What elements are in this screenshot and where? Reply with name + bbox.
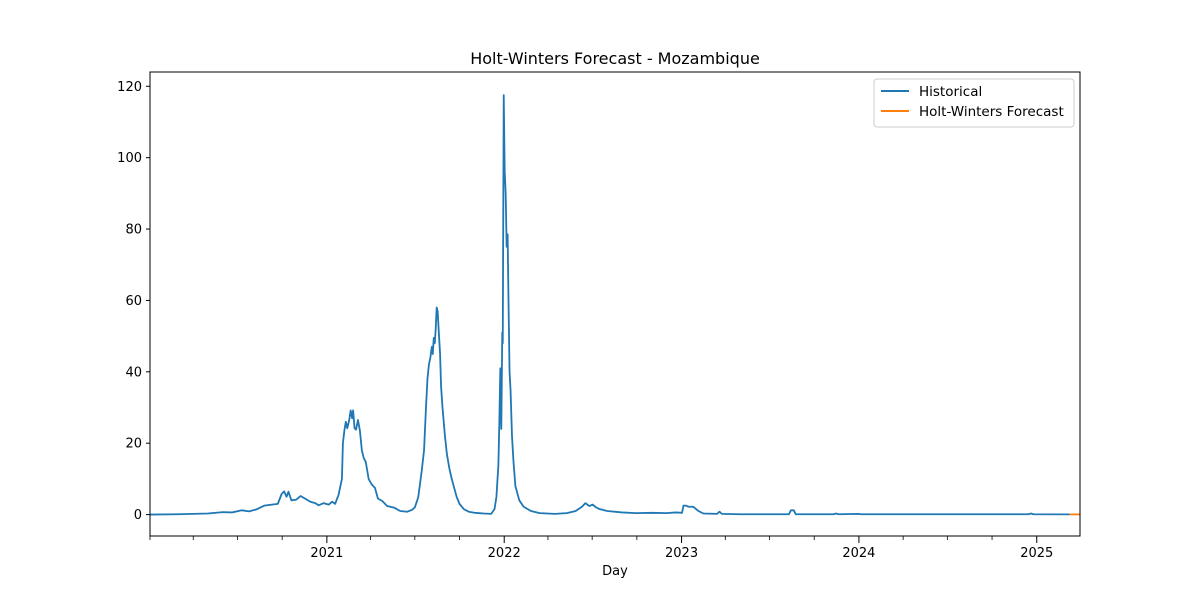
legend-label-1: Holt-Winters Forecast bbox=[919, 104, 1064, 120]
y-tick-label: 20 bbox=[125, 437, 142, 452]
y-tick-label: 60 bbox=[125, 294, 142, 309]
series-line-0 bbox=[149, 94, 1070, 516]
y-axis: 0 20 40 60 80 100 120 bbox=[117, 80, 150, 523]
y-tick-label: 120 bbox=[117, 80, 142, 95]
x-tick-label: 2025 bbox=[1020, 546, 1053, 561]
legend-box bbox=[873, 78, 1075, 128]
x-tick-label: 2023 bbox=[665, 546, 698, 561]
x-tick-label: 2024 bbox=[842, 546, 875, 561]
y-tick-label: 40 bbox=[125, 365, 142, 380]
x-axis-label: Day bbox=[602, 564, 628, 579]
series-layer bbox=[149, 94, 1080, 516]
y-tick-label: 80 bbox=[125, 223, 142, 238]
plot-frame bbox=[149, 71, 1081, 537]
y-tick-label: 0 bbox=[134, 508, 142, 523]
y-tick-label: 100 bbox=[117, 151, 142, 166]
x-axis: 2021 2022 2023 2024 2025 bbox=[149, 536, 1053, 561]
x-tick-label: 2021 bbox=[310, 546, 343, 561]
x-tick-label: 2022 bbox=[488, 546, 521, 561]
legend-label-0: Historical bbox=[919, 84, 982, 100]
legend: Historical Holt-Winters Forecast bbox=[873, 78, 1075, 128]
chart-title: Holt-Winters Forecast - Mozambique bbox=[470, 49, 760, 68]
